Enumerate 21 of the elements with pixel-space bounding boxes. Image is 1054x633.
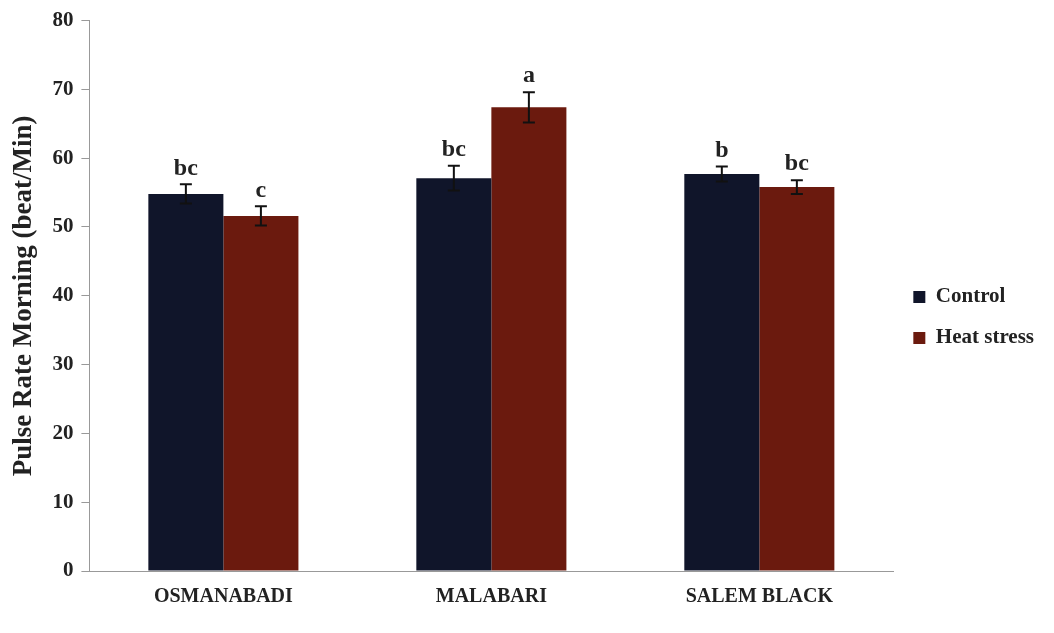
y-tick-label: 10 — [52, 488, 74, 513]
y-tick-label: 30 — [52, 351, 74, 376]
y-tick-label: 20 — [52, 419, 74, 444]
data-label: c — [255, 175, 267, 202]
data-label: bc — [784, 149, 810, 176]
data-label: bc — [441, 134, 467, 161]
x-tick-label: SALEM BLACK — [685, 584, 834, 607]
y-tick-label: 80 — [52, 7, 74, 32]
y-tick-label: 50 — [52, 213, 74, 238]
data-label: bc — [173, 153, 199, 180]
y-tick-label: 70 — [52, 75, 74, 100]
legend-label: Control — [935, 283, 1006, 308]
y-tick-label: 40 — [52, 282, 74, 307]
data-label: a — [522, 61, 535, 88]
x-tick-label: MALABARI — [435, 584, 548, 607]
x-tick-label: OSMANABADI — [153, 584, 294, 607]
data-label: b — [715, 135, 729, 162]
y-tick-label: 0 — [62, 557, 74, 582]
y-axis-title: Pulse Rate Morning (beat/Min) — [7, 115, 38, 477]
y-tick-label: 60 — [52, 144, 74, 169]
legend-label: Heat stress — [935, 324, 1034, 349]
